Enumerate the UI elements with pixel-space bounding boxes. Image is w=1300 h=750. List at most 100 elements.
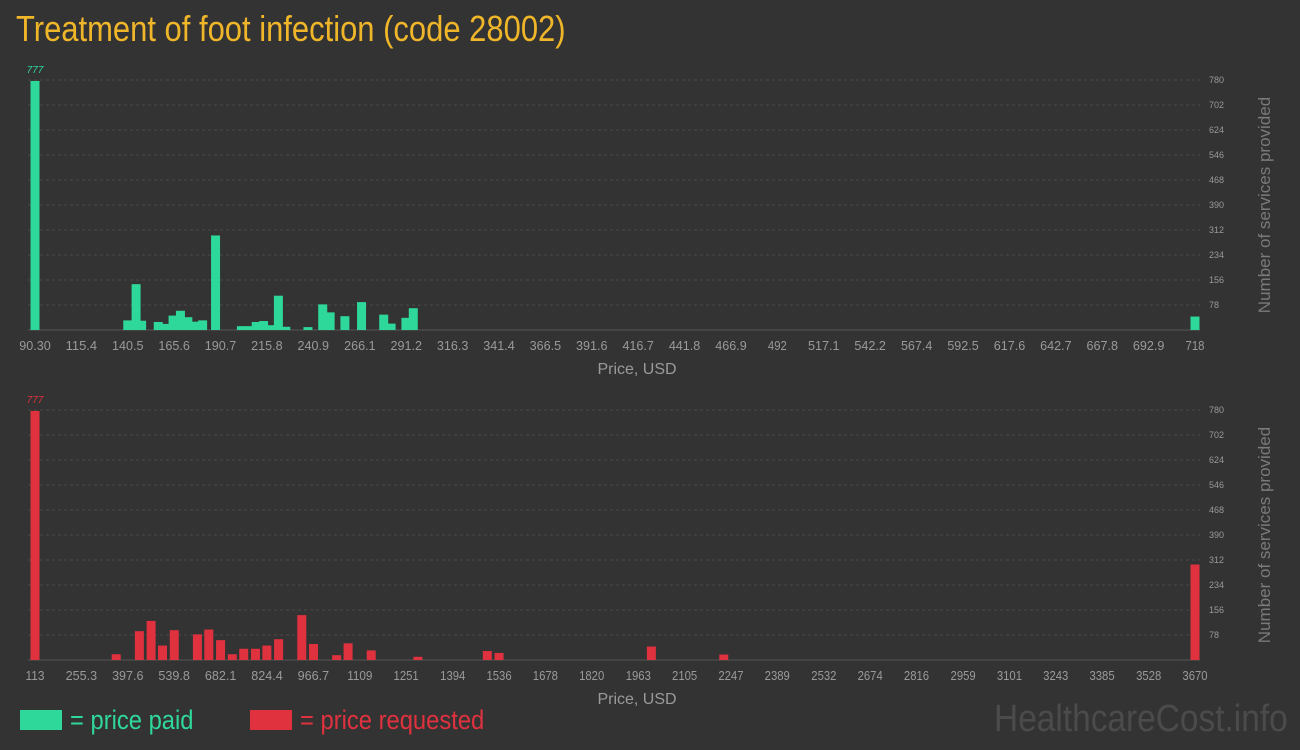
x-tick-label: 1963 <box>626 668 651 683</box>
bar <box>273 295 283 330</box>
bar <box>303 327 313 330</box>
bar <box>169 630 179 660</box>
bar <box>198 320 208 330</box>
bar <box>168 315 178 330</box>
bar <box>30 410 40 660</box>
x-tick-label: 1251 <box>394 668 419 683</box>
x-tick-label: 2816 <box>904 668 929 683</box>
bar <box>30 80 40 330</box>
x-tick-label: 1678 <box>533 668 558 683</box>
x-tick-label: 492 <box>768 338 787 353</box>
x-tick-label: 3385 <box>1089 668 1114 683</box>
y-tick-label: 390 <box>1209 530 1224 540</box>
bar <box>646 646 656 660</box>
price-requested-chart: 78 156 234 312 390 468 546 624 702 780 777 113 255.3… <box>26 395 1274 708</box>
bar <box>175 310 185 330</box>
x-tick-label: 824.4 <box>251 668 283 683</box>
bar <box>266 325 276 330</box>
x-tick-label: 266.1 <box>344 338 376 353</box>
x-tick-label: 255.3 <box>66 668 98 683</box>
bar <box>1190 316 1200 330</box>
x-tick-label: 416.7 <box>622 338 654 353</box>
bar <box>343 643 353 660</box>
x-axis-label: Price, USD <box>597 361 676 378</box>
bar <box>190 321 200 330</box>
legend-requested-swatch <box>250 710 292 730</box>
x-tick-label: 966.7 <box>298 668 330 683</box>
bar <box>281 326 291 330</box>
x-tick-label: 3528 <box>1136 668 1161 683</box>
bar <box>244 326 254 330</box>
bar <box>332 655 342 660</box>
x-tick-label: 2247 <box>718 668 743 683</box>
x-tick-label: 140.5 <box>112 338 144 353</box>
y-tick-label: 702 <box>1209 430 1224 440</box>
bar <box>366 650 376 660</box>
y-tick-label: 78 <box>1209 300 1219 310</box>
x-tick-label: 642.7 <box>1040 338 1072 353</box>
x-tick-label: 190.7 <box>205 338 237 353</box>
y-tick-label: 780 <box>1209 75 1224 85</box>
bar <box>134 631 144 660</box>
x-tick-label: 2389 <box>765 668 790 683</box>
legend-requested-label: = price requested <box>300 704 485 735</box>
x-tick-label: 215.8 <box>251 338 283 353</box>
y-tick-label: 390 <box>1209 200 1224 210</box>
x-tick-label: 3243 <box>1043 668 1068 683</box>
bar <box>401 317 411 330</box>
bar <box>236 326 246 330</box>
y-tick-label: 234 <box>1209 580 1224 590</box>
y-tick-label: 546 <box>1209 480 1224 490</box>
bar <box>123 320 133 330</box>
legend-paid-swatch <box>20 710 62 730</box>
x-axis-label: Price, USD <box>597 691 676 708</box>
y-axis-label: Number of services provided <box>1255 97 1274 313</box>
x-tick-label: 1820 <box>579 668 604 683</box>
bar <box>111 654 121 660</box>
price-paid-chart: 78 156 234 312 390 468 546 624 702 780 777 90.30 115… <box>19 65 1274 378</box>
x-tick-label: 567.4 <box>901 338 933 353</box>
bar <box>297 615 307 660</box>
y-tick-label: 156 <box>1209 605 1224 615</box>
bar <box>494 652 504 660</box>
x-tick-label: 517.1 <box>808 338 840 353</box>
bar <box>482 651 492 660</box>
bar <box>259 321 269 330</box>
y-tick-label: 624 <box>1209 125 1224 135</box>
x-tick-label: 341.4 <box>483 338 515 353</box>
x-tick-label: 542.2 <box>854 338 886 353</box>
x-tick-label: 366.5 <box>530 338 562 353</box>
bar <box>379 314 389 330</box>
bar <box>262 645 272 660</box>
bar <box>357 302 367 330</box>
bar <box>250 648 260 660</box>
y-tick-label: 156 <box>1209 275 1224 285</box>
bar <box>318 304 328 330</box>
bar <box>386 323 396 330</box>
y-tick-label: 624 <box>1209 455 1224 465</box>
bar <box>251 321 261 330</box>
bar <box>146 620 156 660</box>
x-tick-label: 682.1 <box>205 668 237 683</box>
legend-price-paid: = price paid <box>20 705 210 735</box>
x-tick-label: 692.9 <box>1133 338 1165 353</box>
bar <box>227 654 237 660</box>
watermark: HealthcareCost.info <box>994 698 1288 740</box>
bar <box>239 648 249 660</box>
bar <box>161 323 171 330</box>
x-tick-label: 592.5 <box>947 338 979 353</box>
x-tick-label: 3101 <box>997 668 1022 683</box>
x-tick-label: 2532 <box>811 668 836 683</box>
x-tick-label: 539.8 <box>158 668 190 683</box>
x-tick-label: 391.6 <box>576 338 608 353</box>
legend-price-requested: = price requested <box>250 705 509 735</box>
x-tick-label: 1109 <box>347 668 372 683</box>
x-tick-label: 397.6 <box>112 668 144 683</box>
bar <box>192 634 202 660</box>
x-tick-label: 1394 <box>440 668 465 683</box>
x-tick-label: 316.3 <box>437 338 469 353</box>
bar <box>413 656 423 660</box>
bar <box>408 308 418 330</box>
bar <box>158 645 168 660</box>
x-tick-label: 3670 <box>1182 668 1207 683</box>
